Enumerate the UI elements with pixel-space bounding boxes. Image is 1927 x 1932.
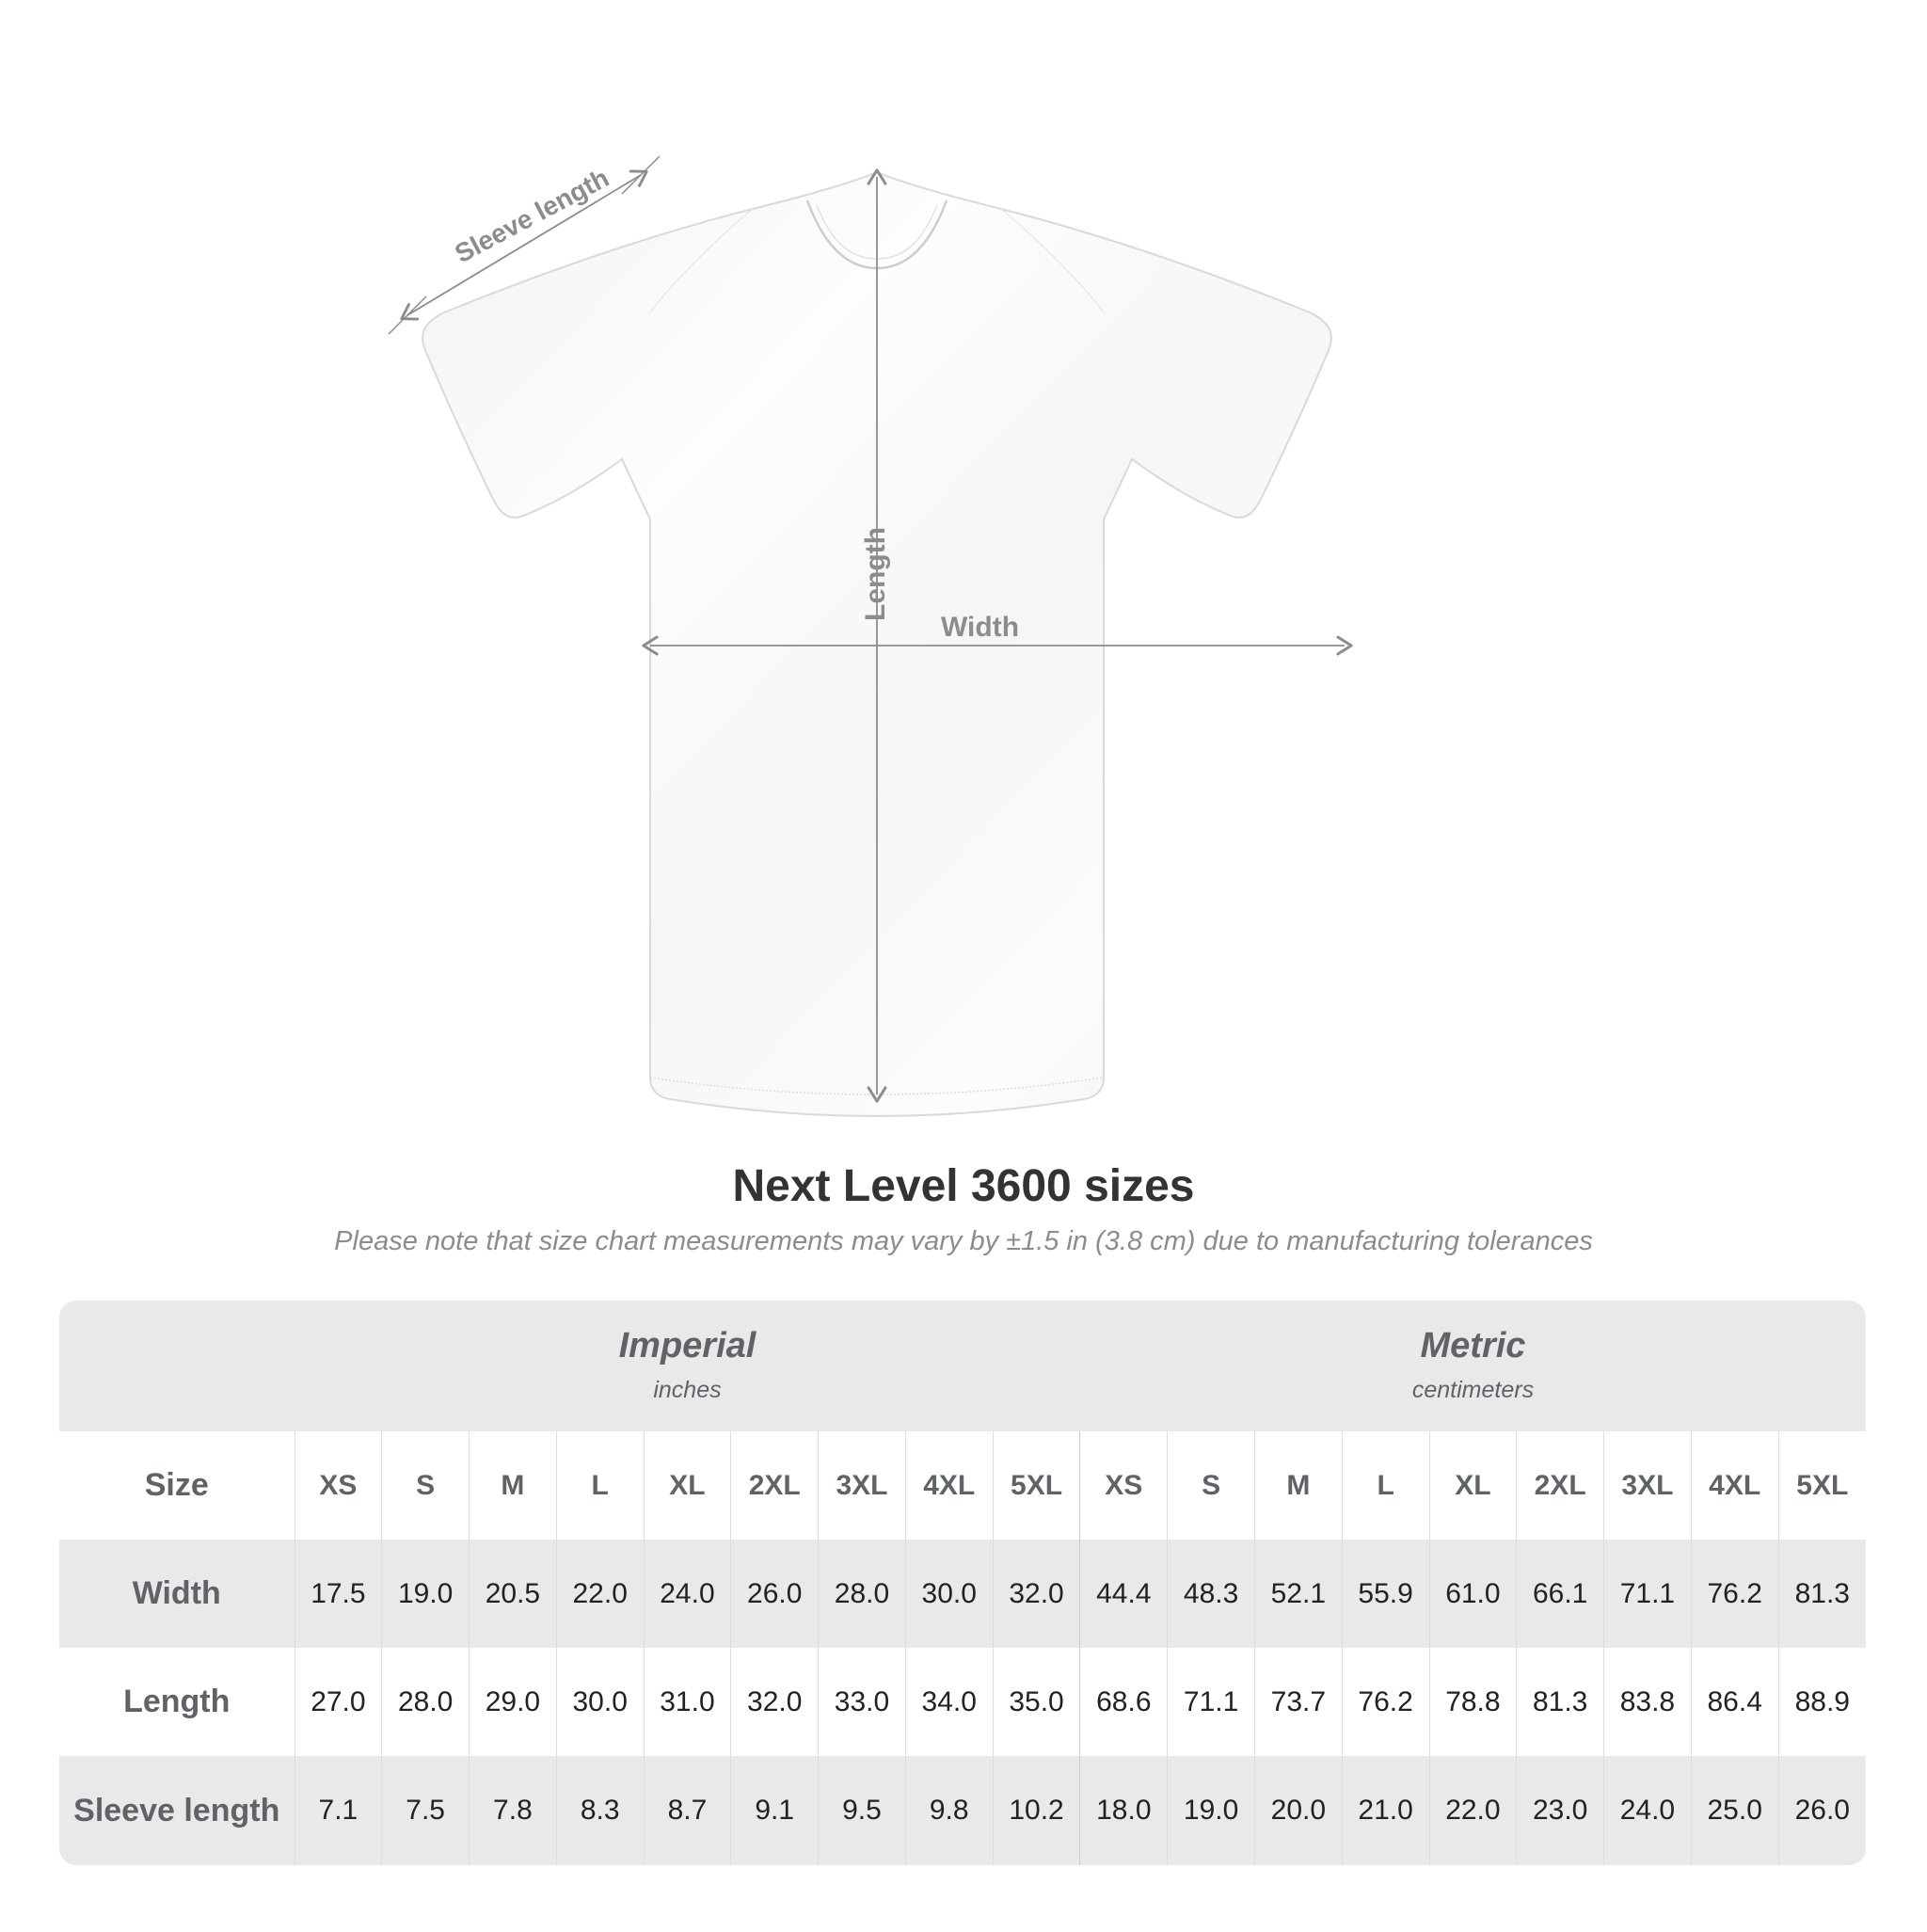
svg-text:Width: Width: [941, 612, 1019, 643]
svg-text:Length: Length: [860, 527, 891, 621]
svg-text:Sleeve length: Sleeve length: [450, 163, 613, 268]
